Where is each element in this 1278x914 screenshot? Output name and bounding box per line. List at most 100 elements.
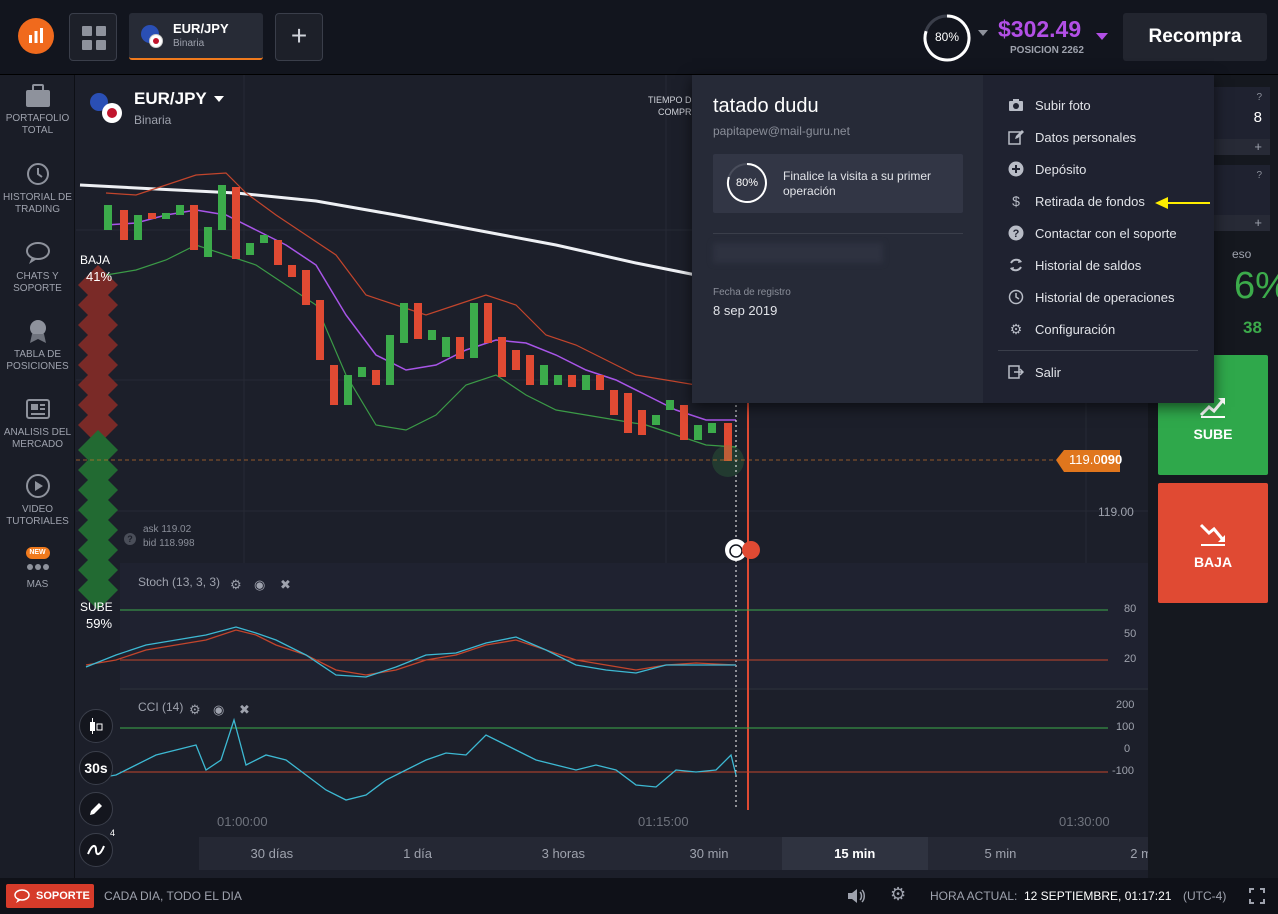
sidebar-item-portafolio[interactable]: PORTAFOLIO TOTAL (0, 83, 75, 137)
help-icon[interactable]: ? (1256, 170, 1262, 181)
reg-date: 8 sep 2019 (713, 303, 778, 318)
cci-eye-icon[interactable]: ◉ (213, 702, 225, 717)
sidebar-item-label: TABLA DE POSICIONES (6, 349, 69, 372)
tf-30-dias[interactable]: 30 días (250, 846, 294, 861)
draw-button[interactable] (79, 792, 113, 826)
stoch-close-icon[interactable]: ✖ (280, 577, 291, 592)
chart-asset-name[interactable]: EUR/JPY (134, 89, 207, 108)
progress-ring-icon (726, 163, 767, 203)
new-badge: NEW (25, 547, 50, 559)
menu-retirada-fondos[interactable]: $ Retirada de fondos (1007, 190, 1145, 212)
baja-button[interactable]: BAJA (1158, 483, 1268, 603)
sidebar-item-label: PORTAFOLIO TOTAL (5, 113, 70, 136)
period-button[interactable]: 30s (79, 751, 113, 785)
progress-ring-icon (923, 14, 971, 62)
menu-historial-saldos[interactable]: Historial de saldos (1007, 254, 1141, 276)
sidebar-item-label: ANALISIS DEL MERCADO (3, 427, 72, 450)
sube-label: SUBE (80, 600, 113, 614)
history-icon (26, 163, 49, 185)
annotation-arrow-icon (1155, 197, 1210, 209)
add-tab-button[interactable]: + (275, 13, 323, 61)
tf-30-min[interactable]: 30 min (689, 846, 729, 861)
chevron-down-icon[interactable] (214, 96, 224, 102)
menu-label: Depósito (1035, 161, 1087, 177)
help-icon: ? (1007, 224, 1025, 242)
jp-flag-icon (102, 103, 122, 123)
stopwatch-icon (725, 539, 747, 561)
progress-ring[interactable]: 80% (922, 13, 972, 63)
menu-historial-operaciones[interactable]: Historial de operaciones (1007, 286, 1174, 308)
stoch-eye-icon[interactable]: ◉ (254, 577, 266, 592)
profile-dropdown: tatado dudu papitapew@mail-guru.net 80% … (692, 75, 1214, 403)
time-axis-1: 01:15:00 (638, 814, 689, 829)
chart-up-icon (1199, 398, 1226, 418)
edit-icon (1007, 128, 1025, 146)
chevron-down-icon[interactable] (978, 30, 988, 36)
camera-icon (1007, 96, 1025, 114)
tf-3-horas[interactable]: 3 horas (541, 846, 585, 861)
help-icon[interactable]: ? (124, 533, 136, 545)
sidebar-item-chats[interactable]: CHATS Y SOPORTE (0, 239, 75, 295)
baja-button-label: BAJA (1193, 554, 1233, 570)
tagline: CADA DIA, TODO EL DIA (104, 889, 242, 903)
user-name: tatado dudu (713, 95, 819, 117)
grid-button[interactable] (69, 13, 117, 61)
menu-contactar-soporte[interactable]: ? Contactar con el soporte (1007, 222, 1177, 244)
sube-percent: 59% (86, 616, 113, 631)
sidebar-item-label: CHATS Y SOPORTE (13, 271, 62, 294)
cci-level-100: 100 (1116, 721, 1135, 733)
fullscreen-icon[interactable] (1248, 887, 1266, 905)
bollinger-mid (105, 209, 736, 421)
logout-icon (1007, 363, 1025, 381)
baja-percent: 41% (86, 269, 113, 284)
menu-configuracion[interactable]: ⚙ Configuración (1007, 318, 1116, 340)
speaker-icon[interactable] (846, 887, 866, 905)
history-icon (1007, 288, 1025, 306)
profit-percent: 6% (1234, 265, 1278, 307)
menu-subir-foto[interactable]: Subir foto (1007, 94, 1091, 116)
timeframe-bar: 30 días 1 día 3 horas 30 min 15 min 5 mi… (199, 837, 1148, 870)
logo[interactable] (18, 18, 54, 54)
sidebar-item-label: MAS (26, 579, 49, 590)
support-button[interactable]: SOPORTE (6, 884, 94, 908)
onboarding-text: Finalice la visita a su primer operación (783, 169, 932, 198)
chat-icon (14, 889, 30, 903)
pencil-icon (90, 803, 102, 815)
sidebar-item-analisis[interactable]: ANALISIS DEL MERCADO (0, 395, 75, 451)
onboarding-box[interactable]: 80% Finalice la visita a su primer opera… (713, 154, 963, 213)
chart-asset-type: Binaria (134, 113, 172, 127)
cci-close-icon[interactable]: ✖ (239, 702, 250, 717)
balance-chevron-icon[interactable] (1096, 33, 1108, 40)
cci-gear-icon[interactable]: ⚙ (189, 702, 201, 717)
stoch-gear-icon[interactable]: ⚙ (230, 577, 242, 592)
sidebar-item-mas[interactable]: NEW MAS (0, 547, 75, 591)
sidebar-item-tabla[interactable]: TABLA DE POSICIONES (0, 317, 75, 373)
tf-15-min[interactable]: 15 min (781, 837, 928, 870)
divider (713, 233, 963, 234)
more-icon (26, 564, 49, 570)
candle-type-button[interactable] (79, 709, 113, 743)
settings-gear-icon[interactable]: ⚙ (890, 884, 907, 904)
tf-5-min[interactable]: 5 min (984, 846, 1017, 861)
menu-label: Historial de operaciones (1035, 289, 1175, 305)
time-axis-0: 01:00:00 (217, 814, 268, 829)
recompra-button[interactable]: Recompra (1123, 13, 1267, 61)
asset-tab[interactable]: EUR/JPY Binaria (129, 13, 263, 60)
menu-salir[interactable]: Salir (1007, 361, 1061, 383)
balance[interactable]: $302.49 (998, 16, 1082, 42)
help-icon[interactable]: ? (1256, 92, 1262, 103)
bottom-bar: SOPORTE CADA DIA, TODO EL DIA ⚙ HORA ACT… (0, 878, 1278, 914)
cci-label: CCI (14) (138, 700, 184, 714)
menu-deposito[interactable]: Depósito (1007, 158, 1086, 180)
sidebar-item-video[interactable]: VIDEO TUTORIALES (0, 472, 75, 528)
tf-1-dia[interactable]: 1 día (403, 846, 433, 861)
progress-percent: 80% (934, 30, 960, 44)
indicators-button[interactable]: 4 (79, 828, 115, 867)
chart-down-icon (1199, 523, 1226, 546)
time-label: TIEMPO D (648, 95, 692, 105)
menu-datos-personales[interactable]: Datos personales (1007, 126, 1136, 148)
sidebar-item-historial[interactable]: HISTORIAL DE TRADING (0, 160, 75, 216)
tf-2-min[interactable]: 2 min (1130, 846, 1148, 861)
price-level: 119.00 (1098, 505, 1134, 519)
